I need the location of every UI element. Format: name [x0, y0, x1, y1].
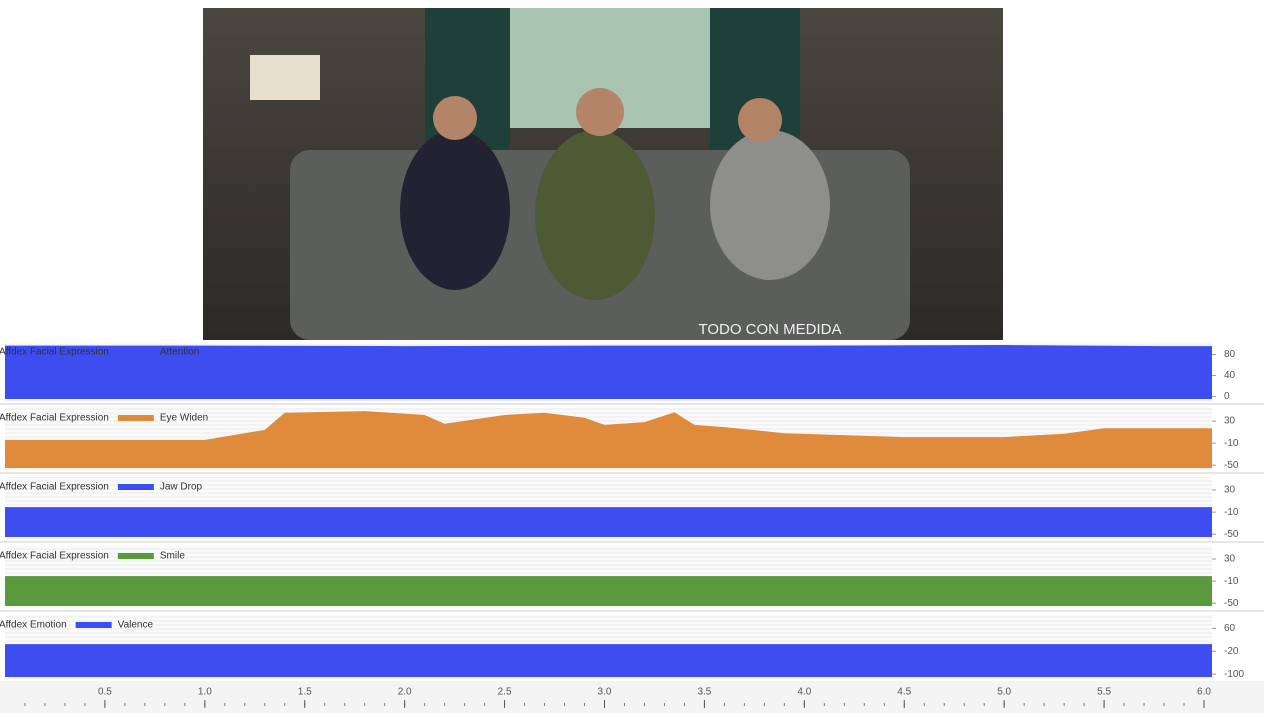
y-tick-label: 30: [1224, 416, 1236, 427]
y-tick-label: -10: [1224, 438, 1239, 449]
area: [5, 576, 1212, 606]
x-tick-label: 2.0: [398, 687, 412, 698]
y-tick-label: 30: [1224, 485, 1236, 496]
legend-label: Valence: [118, 620, 154, 631]
y-tick-label: -100: [1224, 669, 1244, 680]
legend-swatch: [118, 484, 154, 490]
x-tick-label: 4.5: [897, 687, 911, 698]
y-tick-label: -50: [1224, 460, 1239, 471]
legend-label: Eye Widen: [160, 413, 208, 424]
x-tick-label: 2.5: [498, 687, 512, 698]
x-tick-label: 4.0: [797, 687, 811, 698]
area: [5, 644, 1212, 677]
area: [5, 507, 1212, 537]
x-tick-label: 5.5: [1097, 687, 1111, 698]
x-tick-label: 6.0: [1197, 687, 1211, 698]
panel-title: Affdex Facial Expression: [0, 413, 109, 424]
panel-title: Affdex Emotion: [0, 620, 67, 631]
legend-swatch: [76, 622, 112, 628]
x-tick-label: 5.0: [997, 687, 1011, 698]
legend-swatch: [118, 553, 154, 559]
y-tick-label: -50: [1224, 598, 1239, 609]
x-tick-label: 0.5: [98, 687, 112, 698]
time-axis: [0, 681, 1264, 713]
y-tick-label: -20: [1224, 646, 1239, 657]
screen: TODO CON MEDIDA 80 40 0 Affdex Facial Expre…: [0, 0, 1264, 713]
panel-title: Affdex Facial Expression: [0, 482, 109, 493]
video-caption: TODO CON MEDIDA: [698, 321, 841, 338]
y-tick-label: 40: [1224, 370, 1236, 381]
y-tick-label: -10: [1224, 576, 1239, 587]
y-tick-label: 30: [1224, 554, 1236, 565]
video-frame: TODO CON MEDIDA: [203, 8, 1003, 340]
y-tick-label: 60: [1224, 623, 1236, 634]
y-tick-label: 0: [1224, 391, 1230, 402]
x-tick-label: 1.5: [298, 687, 312, 698]
y-tick-label: -10: [1224, 507, 1239, 518]
legend-label: Jaw Drop: [160, 482, 203, 493]
y-tick-label: -50: [1224, 529, 1239, 540]
x-tick-label: 1.0: [198, 687, 212, 698]
panel-title: Affdex Facial Expression: [0, 551, 109, 562]
legend-label: Attention: [160, 347, 199, 358]
y-tick-label: 80: [1224, 349, 1236, 360]
x-tick-label: 3.5: [697, 687, 711, 698]
legend-swatch: [118, 349, 154, 355]
legend-label: Smile: [160, 551, 185, 562]
panel-title: Affdex Facial Expression: [0, 347, 109, 358]
x-tick-label: 3.0: [598, 687, 612, 698]
legend-swatch: [118, 415, 154, 421]
